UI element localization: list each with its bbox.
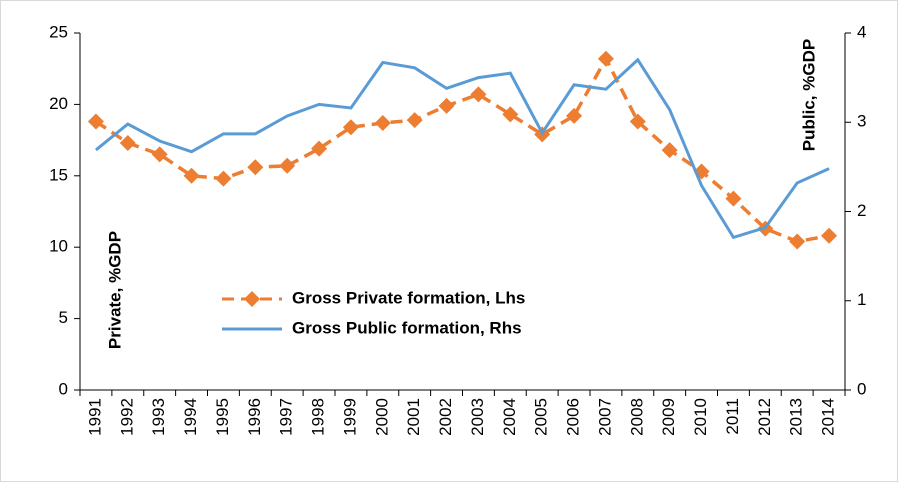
marker (87, 113, 104, 130)
x-tick-label: 2009 (659, 398, 678, 436)
x-tick-label: 1994 (181, 398, 200, 436)
y-tick-label: 0 (59, 379, 68, 398)
x-tick-label: 1996 (245, 398, 264, 436)
x-tick-label: 1999 (340, 398, 359, 436)
marker (789, 233, 806, 250)
x-tick-label: 2010 (691, 398, 710, 436)
y2-tick-label: 3 (857, 112, 866, 131)
x-tick-label: 2008 (627, 398, 646, 436)
x-tick-label: 2003 (468, 398, 487, 436)
y-tick-label: 25 (49, 22, 68, 41)
marker (502, 106, 519, 123)
y-tick-label: 10 (49, 237, 68, 256)
marker (470, 86, 487, 103)
x-tick-label: 2005 (532, 398, 551, 436)
x-tick-label: 2012 (755, 398, 774, 436)
legend-marker (244, 291, 260, 307)
y2-tick-label: 4 (857, 22, 866, 41)
y-axis-label: Private, %GDP (105, 231, 124, 349)
marker (342, 119, 359, 136)
marker (247, 159, 264, 176)
marker (119, 134, 136, 151)
x-tick-label: 2014 (819, 398, 838, 436)
marker (597, 50, 614, 67)
legend-label: Gross Private formation, Lhs (292, 288, 525, 307)
x-tick-label: 1991 (85, 398, 104, 436)
series-line (94, 57, 830, 240)
marker (661, 142, 678, 159)
marker (183, 167, 200, 184)
x-tick-label: 1997 (277, 398, 296, 436)
y-tick-label: 15 (49, 165, 68, 184)
marker (821, 227, 838, 244)
x-tick-label: 1995 (213, 398, 232, 436)
x-tick-label: 2006 (564, 398, 583, 436)
x-tick-label: 2007 (595, 398, 614, 436)
marker (438, 97, 455, 114)
marker (629, 113, 646, 130)
marker (279, 157, 296, 174)
marker (725, 190, 742, 207)
x-tick-label: 1993 (149, 398, 168, 436)
marker (215, 170, 232, 187)
y2-tick-label: 2 (857, 201, 866, 220)
x-tick-label: 2002 (436, 398, 455, 436)
legend-label: Gross Public formation, Rhs (292, 318, 522, 337)
y2-tick-label: 0 (857, 379, 866, 398)
marker (374, 114, 391, 131)
y-tick-label: 5 (59, 308, 68, 327)
y2-tick-label: 1 (857, 290, 866, 309)
x-tick-label: 2013 (787, 398, 806, 436)
x-tick-label: 2004 (500, 398, 519, 436)
marker (406, 112, 423, 129)
x-tick-label: 2011 (723, 398, 742, 435)
marker (151, 146, 168, 163)
x-tick-label: 2000 (372, 398, 391, 436)
x-tick-label: 1992 (117, 398, 136, 436)
x-tick-label: 1998 (309, 398, 328, 436)
x-tick-label: 2001 (404, 398, 423, 436)
y2-axis-label: Public, %GDP (799, 39, 818, 151)
marker (566, 107, 583, 124)
y-tick-label: 20 (49, 94, 68, 113)
marker (311, 140, 328, 157)
